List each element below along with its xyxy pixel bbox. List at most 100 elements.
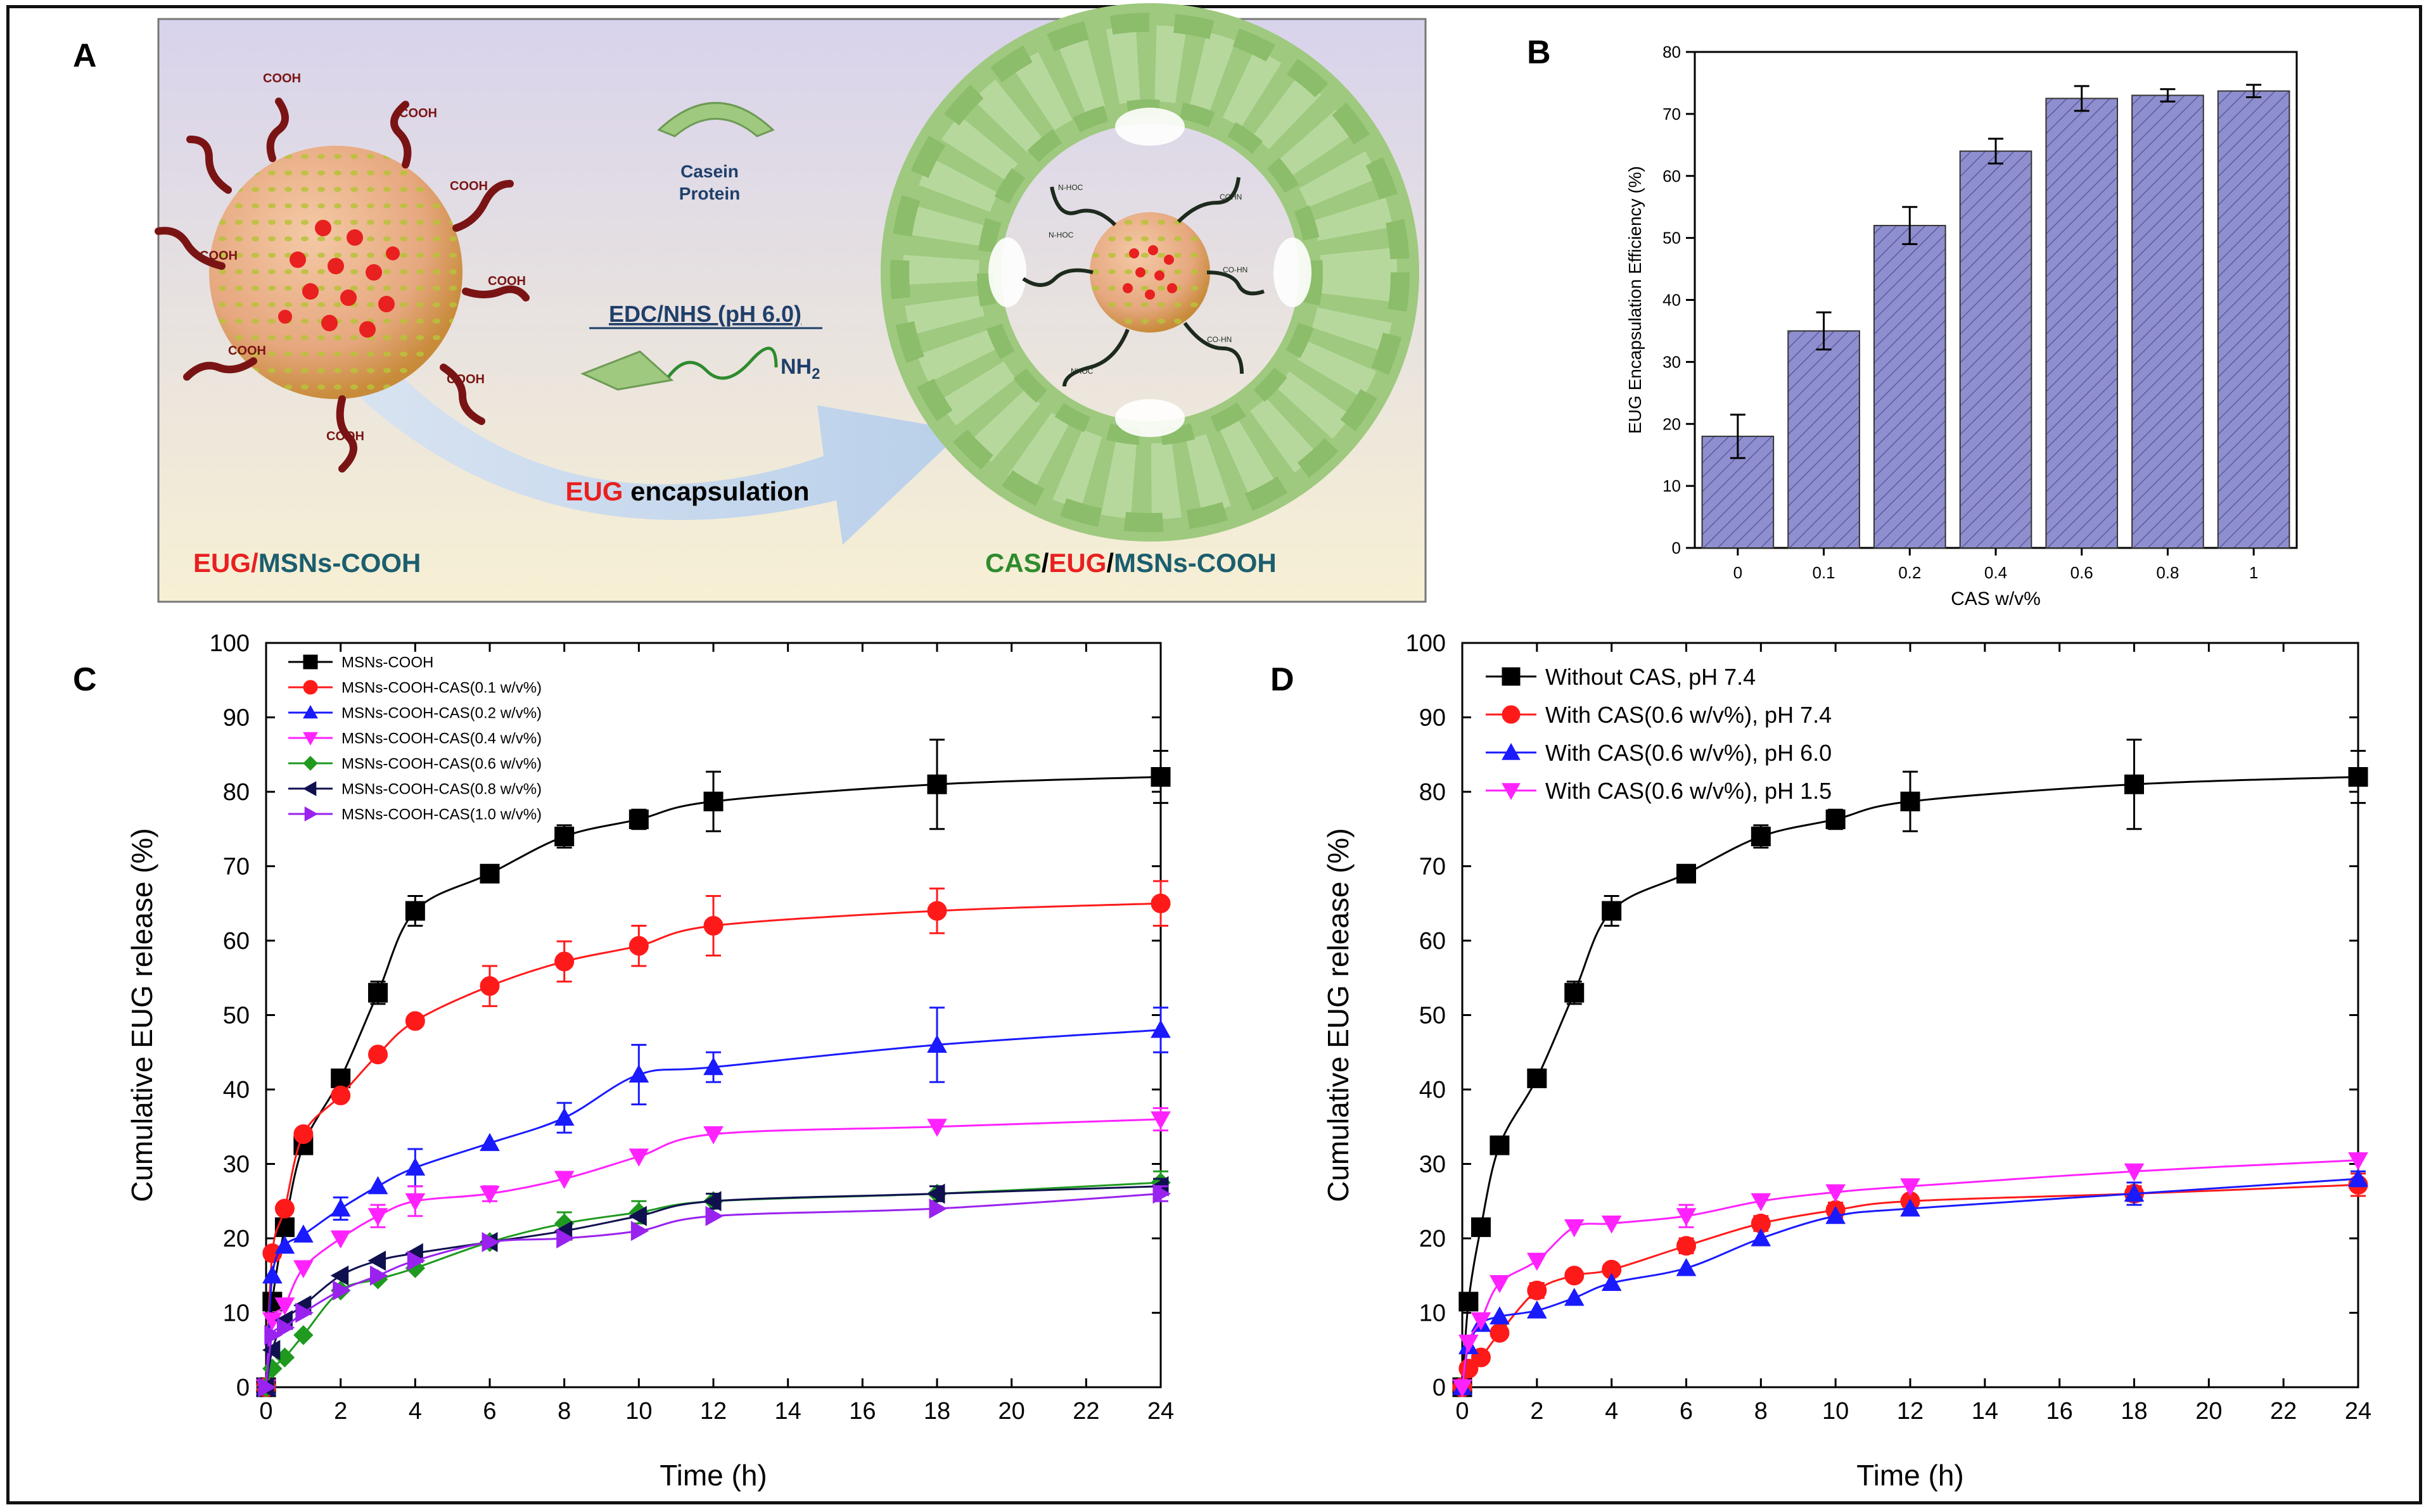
y-tick-label: 0 (1432, 1375, 1446, 1401)
panel-b-bar-chart: B 0 10 20 30 40 50 60 70 80 0 0.1 0.2 0.4 0.6 0.8 1 CAS… (1527, 34, 2298, 609)
bar (2045, 98, 2119, 549)
y-tick-label: 70 (1419, 854, 1446, 880)
series-with-cas-0-6-w-v-ph-6-0 (1452, 1168, 2368, 1395)
x-tick-label: 6 (1680, 1398, 1693, 1425)
panel-d-x-axis-label: Time (h) (1856, 1459, 1964, 1492)
x-tick-label: 20 (2195, 1398, 2222, 1425)
data-point (405, 901, 425, 921)
series-line (265, 1118, 1161, 1388)
data-point (1452, 1379, 1472, 1398)
x-tick-label: 12 (700, 1398, 727, 1425)
cooh-label: COOH (450, 179, 488, 193)
legend-label: MSNs-COOH (341, 654, 433, 671)
y-tick-label: 10 (223, 1300, 250, 1327)
x-tick-label: 4 (409, 1398, 422, 1425)
series-line (1461, 776, 2359, 1388)
nh2-label: NH2 (781, 355, 820, 383)
series-msns-cooh-cas-0-4-w-v- (256, 1107, 1171, 1398)
y-tick-label: 80 (1419, 779, 1446, 806)
data-point (293, 1124, 314, 1144)
linker-label: N-HOC (1058, 183, 1083, 192)
data-point (330, 1198, 351, 1217)
x-tick-label: 0 (1733, 563, 1742, 582)
data-point (1471, 1217, 1491, 1237)
data-point (303, 732, 318, 746)
data-point (303, 704, 318, 719)
data-point (703, 916, 724, 936)
encapsulation-arrow (355, 355, 963, 545)
data-point (274, 1235, 295, 1254)
bar (1873, 225, 1946, 549)
y-tick-label: 30 (1662, 352, 1681, 371)
x-tick-label: 24 (2345, 1398, 2371, 1425)
x-tick-label: 0 (1455, 1398, 1469, 1425)
y-tick-label: 100 (210, 630, 250, 657)
y-tick-label: 50 (1419, 1003, 1446, 1029)
data-point (333, 1280, 351, 1301)
legend-label: With CAS(0.6 w/v%), pH 7.4 (1545, 702, 1832, 728)
data-point (370, 1265, 388, 1286)
panel-d-legend: Without CAS, pH 7.4 With CAS(0.6 w/v%), p… (1486, 664, 1832, 804)
data-point (480, 976, 500, 996)
legend-item: With CAS(0.6 w/v%), pH 6.0 (1486, 740, 1832, 766)
data-point (276, 1318, 295, 1338)
data-point (1490, 1275, 1510, 1293)
legend-label: MSNs-COOH-CAS(0.8 w/v%) (341, 781, 542, 798)
bar (2131, 94, 2204, 549)
y-tick-label: 70 (223, 854, 250, 880)
cooh-label: COOH (447, 372, 485, 386)
data-point (927, 1119, 947, 1137)
linker-label: N-HOC (1049, 231, 1074, 239)
panel-c-label: C (73, 661, 97, 698)
y-tick-label: 10 (1662, 476, 1681, 495)
panel-d-label: D (1270, 661, 1294, 698)
y-tick-label: 80 (223, 779, 250, 806)
data-point (302, 781, 317, 796)
x-tick-label: 18 (924, 1398, 950, 1425)
data-point (1490, 1135, 1510, 1155)
data-point (703, 1191, 722, 1212)
data-point (1900, 1198, 1920, 1217)
cooh-label: COOH (399, 106, 437, 120)
data-point (293, 1325, 314, 1345)
legend-label: MSNs-COOH-CAS(0.1 w/v%) (341, 680, 542, 697)
x-tick-label: 4 (1605, 1398, 1618, 1425)
data-point (628, 1148, 649, 1167)
cooh-label: COOH (228, 344, 266, 358)
y-tick-label: 90 (223, 705, 250, 732)
series-line (265, 1185, 1161, 1388)
legend-label: MSNs-COOH-CAS(1.0 w/v%) (341, 806, 542, 823)
x-tick-label: 1 (2249, 563, 2258, 582)
legend-item: MSNs-COOH-CAS(0.2 w/v%) (288, 705, 542, 722)
data-point (480, 1186, 500, 1204)
y-tick-label: 100 (1406, 630, 1446, 657)
y-tick-label: 10 (1419, 1300, 1446, 1327)
panel-c-marks (255, 739, 1171, 1398)
right-product-label: CAS/EUG/MSNs-COOH (985, 548, 1277, 578)
linker-label: CO-HN (1207, 335, 1232, 344)
data-point (2348, 1168, 2368, 1187)
y-tick-label: 40 (223, 1077, 250, 1103)
data-point (927, 774, 947, 794)
x-tick-label: 10 (1822, 1398, 1849, 1425)
data-point (1751, 827, 1771, 846)
panel-d-marks (1452, 739, 2368, 1398)
x-tick-label: 0 (259, 1398, 272, 1425)
legend-label: Without CAS, pH 7.4 (1545, 664, 1756, 690)
data-point (274, 1297, 295, 1316)
data-point (1564, 1219, 1585, 1238)
plot-frame (265, 642, 1162, 1388)
y-tick-label: 90 (1419, 705, 1446, 732)
x-tick-label: 16 (849, 1398, 876, 1425)
legend-item: MSNs-COOH-CAS(1.0 w/v%) (288, 806, 542, 823)
data-point (2348, 1152, 2368, 1171)
data-point (258, 1377, 277, 1397)
data-point (705, 1205, 724, 1226)
x-tick-label: 8 (1754, 1398, 1768, 1425)
y-tick-label: 60 (1662, 167, 1681, 186)
edc-nhs-label: EDC/NHS (pH 6.0) (609, 301, 801, 327)
data-point (331, 1068, 351, 1088)
